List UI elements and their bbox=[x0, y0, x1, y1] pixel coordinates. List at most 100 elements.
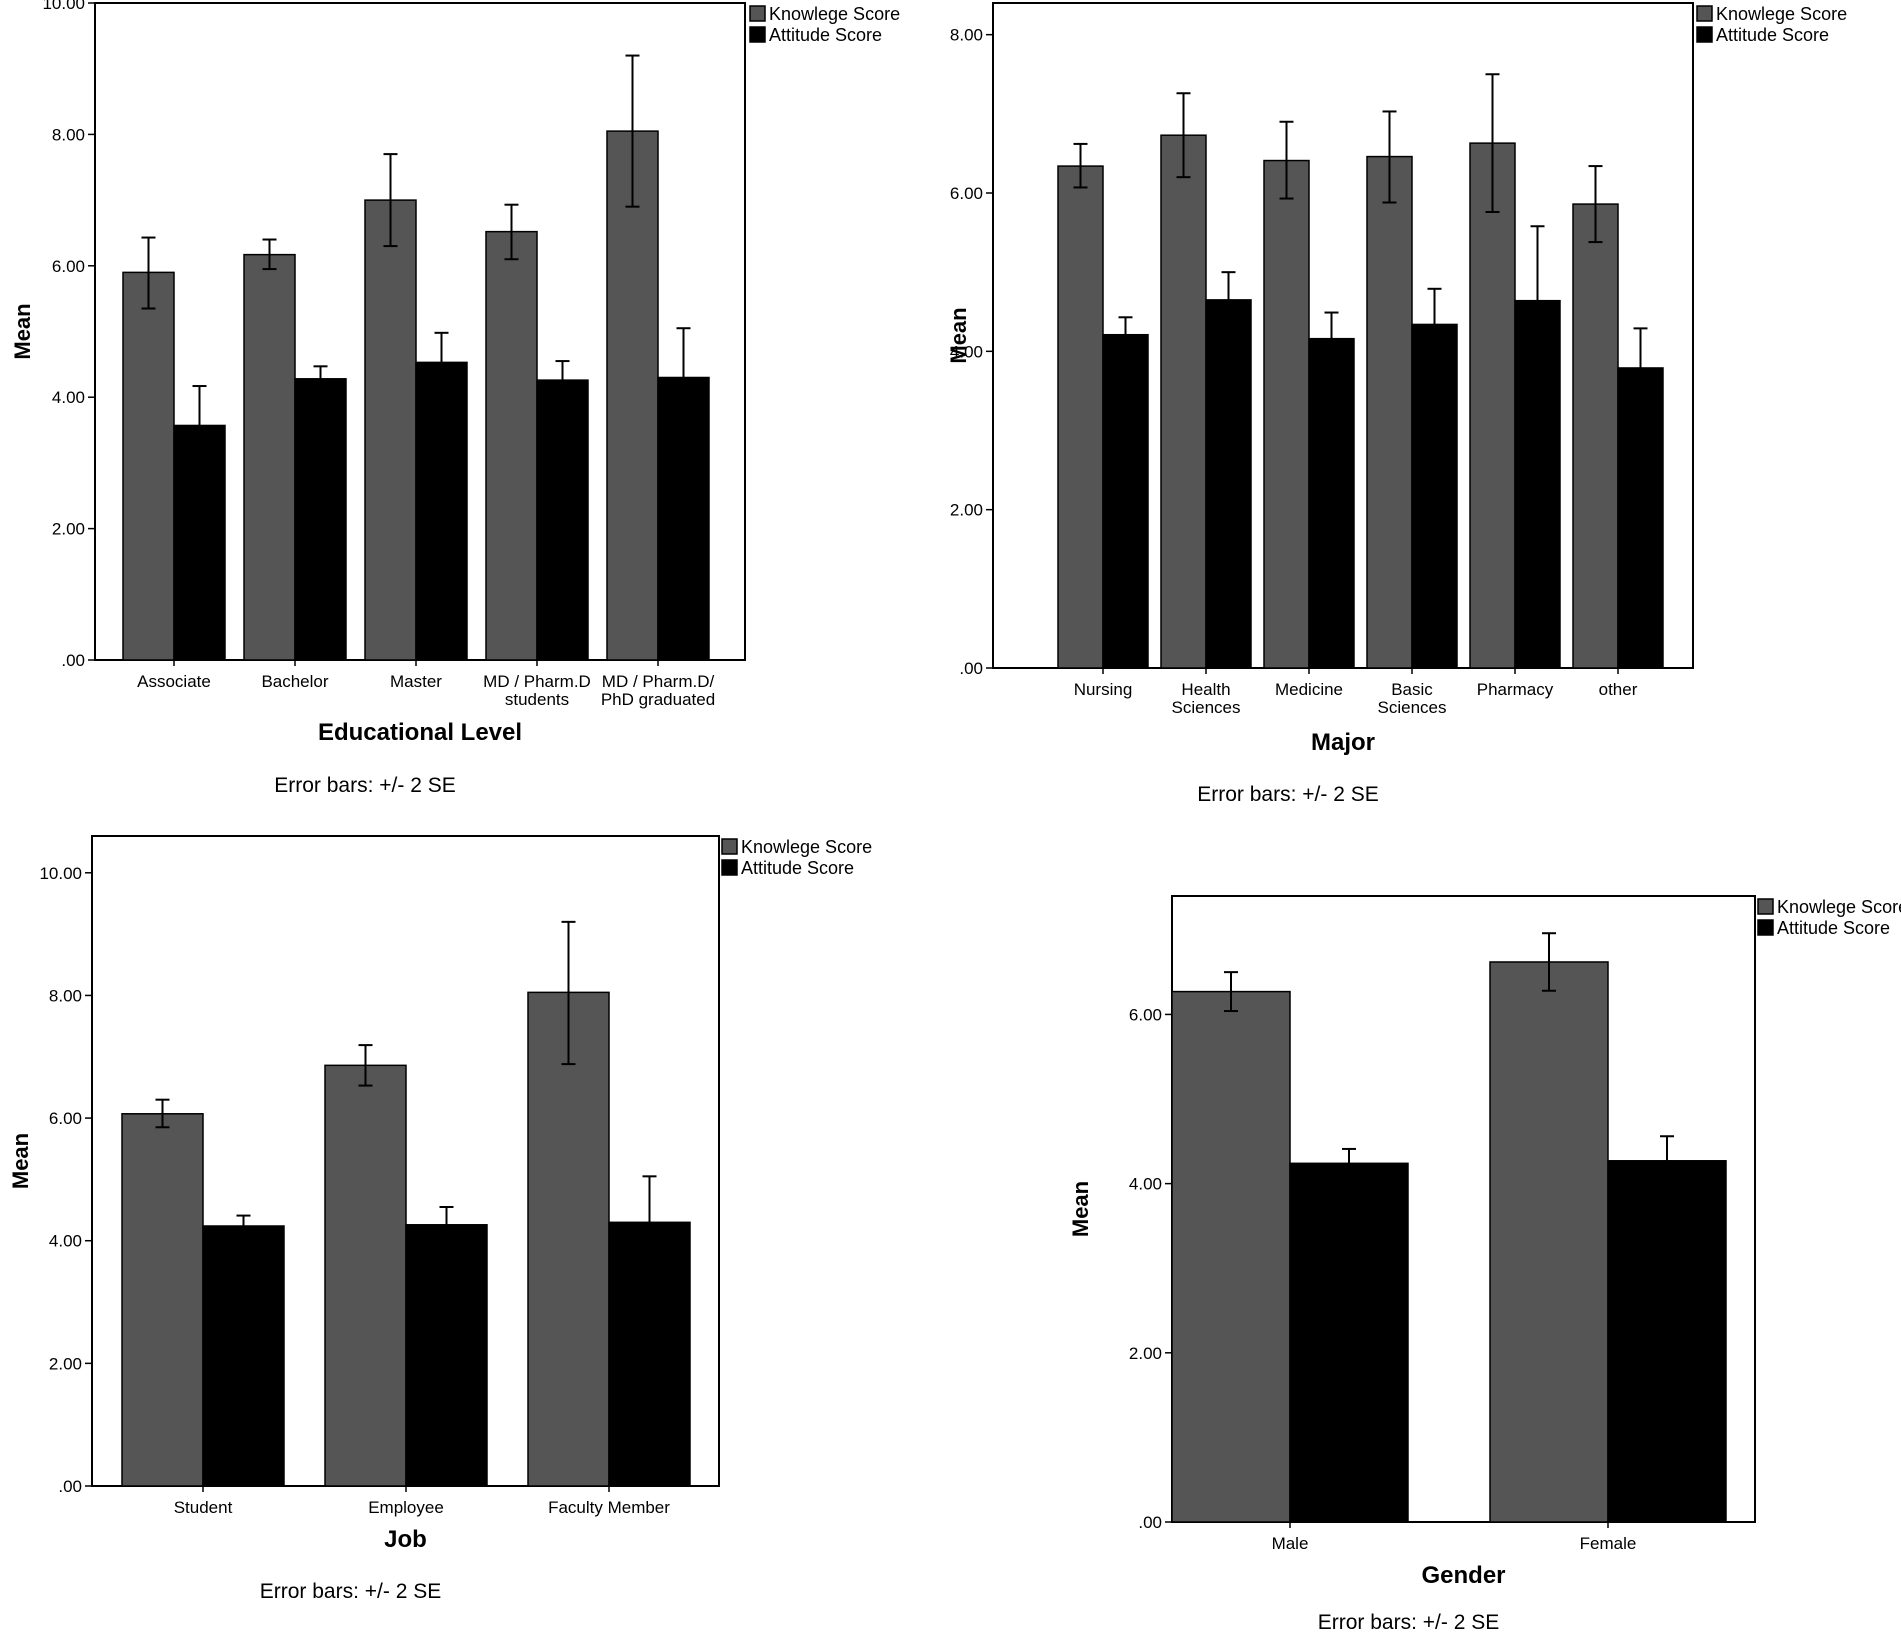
bar-knowledge bbox=[1160, 134, 1207, 669]
x-tick-label: Employee bbox=[368, 1498, 444, 1517]
error-bar-note: Error bars: +/- 2 SE bbox=[1197, 783, 1378, 806]
y-tick-label: 4.00 bbox=[1129, 1175, 1162, 1194]
bar-knowledge bbox=[121, 1113, 204, 1487]
error-bar bbox=[1485, 73, 1500, 213]
error-bar bbox=[192, 385, 207, 466]
y-tick-label: 8.00 bbox=[950, 26, 983, 45]
bar-knowledge bbox=[1057, 165, 1104, 669]
x-tick-label: MD / Pharm.D students bbox=[483, 672, 591, 709]
bar-attitude bbox=[415, 361, 468, 661]
error-bar-note: Error bars: +/- 2 SE bbox=[1318, 1611, 1499, 1634]
error-bar bbox=[1588, 165, 1603, 244]
bar-attitude bbox=[1102, 333, 1149, 669]
error-bar bbox=[1221, 271, 1236, 328]
error-bar bbox=[1382, 110, 1397, 204]
x-tick-label: MD / Pharm.D/PhD graduated bbox=[601, 672, 715, 709]
chart-panel-major: .00 2.00 4.00 6.00 8.00 Mean Nursing Health Scie… bbox=[946, 2, 1847, 806]
error-bar bbox=[504, 203, 519, 261]
x-tick-label: other bbox=[1599, 680, 1638, 699]
y-tick-label: 4.00 bbox=[950, 342, 983, 361]
bar-attitude bbox=[1617, 367, 1664, 669]
error-bar bbox=[262, 238, 277, 271]
error-bar bbox=[1342, 1147, 1356, 1179]
error-bar-note: Error bars: +/- 2 SE bbox=[260, 1580, 441, 1603]
error-bar bbox=[1633, 327, 1648, 410]
error-bar bbox=[1530, 225, 1545, 377]
error-bar bbox=[1542, 932, 1556, 992]
bar-knowledge bbox=[324, 1064, 407, 1487]
legend-label-attitude: Attitude Score bbox=[1777, 918, 1890, 938]
x-axis-label: Job bbox=[384, 1526, 427, 1553]
legend-label-knowledge: Knowlege Score bbox=[1716, 4, 1847, 24]
bar-attitude bbox=[1411, 323, 1458, 669]
legend-label-attitude: Attitude Score bbox=[1716, 25, 1829, 45]
legend-swatch-knowledge bbox=[1757, 898, 1774, 915]
error-bar bbox=[561, 920, 576, 1066]
y-tick-label: 6.00 bbox=[49, 1109, 82, 1128]
error-bar bbox=[141, 236, 156, 310]
y-tick-label: .00 bbox=[959, 659, 983, 678]
bar-attitude bbox=[202, 1225, 285, 1487]
error-bar bbox=[313, 365, 328, 392]
bar-knowledge bbox=[122, 271, 175, 661]
error-bar bbox=[555, 360, 570, 401]
x-tick-label: Basic Sciences bbox=[1378, 680, 1447, 717]
y-tick-label: .00 bbox=[61, 651, 85, 670]
error-bar bbox=[1279, 120, 1294, 200]
bar-attitude bbox=[1205, 299, 1252, 669]
x-tick-label: Male bbox=[1272, 1534, 1309, 1553]
y-tick-label: 4.00 bbox=[52, 388, 85, 407]
bar-attitude bbox=[1607, 1160, 1727, 1523]
y-tick-label: 2.00 bbox=[49, 1354, 82, 1373]
y-tick-label: 4.00 bbox=[49, 1232, 82, 1251]
error-bar bbox=[1324, 311, 1339, 366]
legend-swatch-attitude bbox=[749, 26, 766, 43]
error-bar bbox=[439, 1205, 454, 1243]
bar-knowledge bbox=[243, 253, 296, 661]
bar-knowledge bbox=[1489, 961, 1609, 1523]
bar-attitude bbox=[1308, 337, 1355, 669]
x-axis-label: Educational Level bbox=[318, 719, 522, 746]
error-bar bbox=[625, 54, 640, 208]
legend-label-attitude: Attitude Score bbox=[769, 25, 882, 45]
error-bar bbox=[1118, 316, 1133, 354]
y-tick-label: 10.00 bbox=[39, 864, 82, 883]
chart-panel-gender: .00 2.00 4.00 6.00 Mean Male Female Gender Error… bbox=[1068, 895, 1901, 1634]
y-axis-label: Mean bbox=[946, 307, 971, 363]
x-tick-label: Health Sciences bbox=[1172, 680, 1241, 717]
x-tick-label: Medicine bbox=[1275, 680, 1343, 699]
x-axis-label: Gender bbox=[1421, 1562, 1505, 1589]
y-tick-label: 10.00 bbox=[42, 0, 85, 13]
error-bar bbox=[358, 1044, 373, 1087]
error-bar bbox=[1427, 287, 1442, 362]
y-axis-label: Mean bbox=[1068, 1181, 1093, 1237]
error-bar bbox=[383, 153, 398, 248]
legend-label-knowledge: Knowlege Score bbox=[769, 4, 900, 24]
legend-label-attitude: Attitude Score bbox=[741, 858, 854, 878]
bar-attitude bbox=[1289, 1162, 1409, 1523]
error-bar bbox=[1073, 142, 1088, 189]
bar-attitude bbox=[405, 1224, 488, 1487]
error-bar bbox=[1660, 1135, 1674, 1187]
bar-knowledge bbox=[1263, 159, 1310, 669]
bar-knowledge bbox=[527, 991, 610, 1487]
y-tick-label: .00 bbox=[1138, 1513, 1162, 1532]
bar-knowledge bbox=[1171, 990, 1291, 1523]
legend-swatch-knowledge bbox=[721, 838, 738, 855]
y-axis-label: Mean bbox=[10, 303, 35, 359]
legend-swatch-knowledge bbox=[1696, 5, 1713, 22]
bar-attitude bbox=[294, 378, 347, 661]
x-tick-label: Master bbox=[390, 672, 442, 691]
error-bar bbox=[434, 331, 449, 392]
error-bar bbox=[1176, 92, 1191, 179]
bar-attitude bbox=[536, 379, 589, 661]
bar-knowledge bbox=[1469, 142, 1516, 669]
y-axis-label: Mean bbox=[8, 1133, 33, 1189]
chart-panel-job: .00 2.00 4.00 6.00 8.00 10.00 Mean Student Emplo… bbox=[8, 835, 872, 1603]
x-tick-label: Associate bbox=[137, 672, 211, 691]
